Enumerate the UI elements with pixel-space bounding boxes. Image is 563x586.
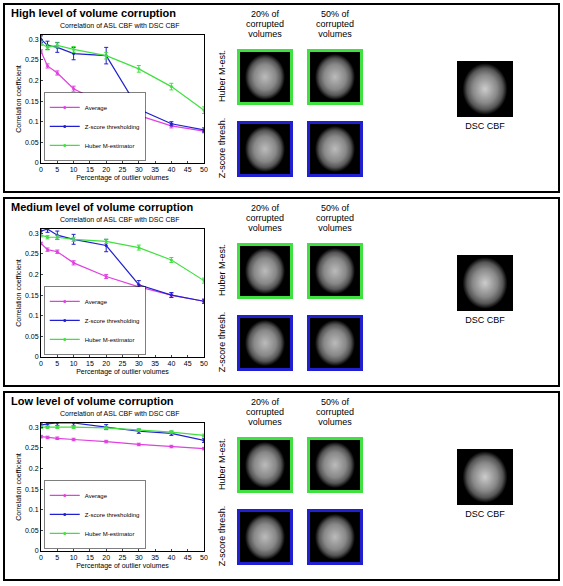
svg-text:25: 25 bbox=[119, 554, 127, 561]
svg-text:30: 30 bbox=[135, 360, 143, 367]
html-text:High level of volume corruptio: High level of volume corruption bbox=[11, 7, 176, 19]
svg-text:Correlation of ASL CBF with DS: Correlation of ASL CBF with DSC CBF bbox=[60, 216, 180, 223]
svg-text:0: 0 bbox=[35, 353, 39, 360]
svg-text:20: 20 bbox=[102, 554, 110, 561]
svg-text:Correlation of ASL CBF with DS: Correlation of ASL CBF with DSC CBF bbox=[60, 410, 180, 417]
svg-text:30: 30 bbox=[135, 166, 143, 173]
svg-text:0.2: 0.2 bbox=[29, 465, 39, 472]
svg-text:Correlation of ASL CBF with DS: Correlation of ASL CBF with DSC CBF bbox=[60, 22, 180, 29]
svg-text:0.05: 0.05 bbox=[25, 333, 39, 340]
svg-text:Average: Average bbox=[85, 493, 108, 499]
svg-text:0.25: 0.25 bbox=[25, 56, 39, 63]
svg-text:0: 0 bbox=[39, 554, 43, 561]
svg-text:25: 25 bbox=[119, 360, 127, 367]
svg-text:Percentage of outlier volumes: Percentage of outlier volumes bbox=[76, 174, 169, 182]
html-text:DSC CBF: DSC CBF bbox=[465, 315, 505, 325]
svg-text:20: 20 bbox=[102, 166, 110, 173]
svg-text:5: 5 bbox=[55, 360, 59, 367]
svg-text:15: 15 bbox=[86, 554, 94, 561]
svg-text:Huber M-estimator: Huber M-estimator bbox=[85, 143, 135, 149]
html-text:Huber M-est.: Huber M-est. bbox=[217, 50, 227, 102]
html-text:Medium level of volume corrupt: Medium level of volume corruption bbox=[11, 201, 194, 213]
svg-text:50: 50 bbox=[200, 360, 208, 367]
svg-text:10: 10 bbox=[70, 554, 78, 561]
svg-text:Huber M-estimator: Huber M-estimator bbox=[85, 337, 135, 343]
svg-text:0: 0 bbox=[35, 159, 39, 166]
svg-text:35: 35 bbox=[151, 166, 159, 173]
svg-text:35: 35 bbox=[151, 554, 159, 561]
svg-text:40: 40 bbox=[168, 360, 176, 367]
svg-text:45: 45 bbox=[184, 166, 192, 173]
svg-text:50: 50 bbox=[200, 166, 208, 173]
html-text:20% of corrupted volumes: 20% of corrupted volumes bbox=[246, 397, 284, 427]
svg-text:0: 0 bbox=[35, 547, 39, 554]
html-text:DSC CBF: DSC CBF bbox=[465, 121, 505, 131]
svg-text:25: 25 bbox=[119, 166, 127, 173]
html-text:50% of corrupted volumes: 50% of corrupted volumes bbox=[316, 397, 354, 427]
svg-text:0.1: 0.1 bbox=[29, 118, 39, 125]
svg-text:0: 0 bbox=[39, 360, 43, 367]
svg-text:Z-score thresholding: Z-score thresholding bbox=[85, 124, 140, 130]
svg-text:5: 5 bbox=[55, 166, 59, 173]
html-text:Low level of volume corruption: Low level of volume corruption bbox=[11, 395, 174, 407]
svg-text:0.15: 0.15 bbox=[25, 486, 39, 493]
html-text:Z-score thresh.: Z-score thresh. bbox=[217, 311, 227, 373]
html-text:50% of corrupted volumes: 50% of corrupted volumes bbox=[316, 9, 354, 39]
svg-text:Correlation coefficient: Correlation coefficient bbox=[15, 259, 22, 327]
html-text:Huber M-est.: Huber M-est. bbox=[217, 438, 227, 490]
svg-text:10: 10 bbox=[70, 360, 78, 367]
svg-text:20: 20 bbox=[102, 360, 110, 367]
html-text:Huber M-est.: Huber M-est. bbox=[217, 244, 227, 296]
svg-text:Z-score thresholding: Z-score thresholding bbox=[85, 512, 140, 518]
svg-text:40: 40 bbox=[168, 166, 176, 173]
svg-text:0.3: 0.3 bbox=[29, 230, 39, 237]
html-text:Z-score thresh.: Z-score thresh. bbox=[217, 117, 227, 179]
svg-text:0.3: 0.3 bbox=[29, 36, 39, 43]
html-text:20% of corrupted volumes: 20% of corrupted volumes bbox=[246, 203, 284, 233]
svg-text:0.2: 0.2 bbox=[29, 271, 39, 278]
html-text:20% of corrupted volumes: 20% of corrupted volumes bbox=[246, 9, 284, 39]
svg-text:Percentage of outlier volumes: Percentage of outlier volumes bbox=[76, 368, 169, 376]
svg-text:Average: Average bbox=[85, 299, 108, 305]
svg-text:Huber M-estimator: Huber M-estimator bbox=[85, 531, 135, 537]
svg-text:Z-score thresholding: Z-score thresholding bbox=[85, 318, 140, 324]
svg-text:0: 0 bbox=[39, 166, 43, 173]
html-text:50% of corrupted volumes: 50% of corrupted volumes bbox=[316, 203, 354, 233]
svg-text:0.05: 0.05 bbox=[25, 139, 39, 146]
svg-text:10: 10 bbox=[70, 166, 78, 173]
svg-text:0.15: 0.15 bbox=[25, 292, 39, 299]
svg-text:50: 50 bbox=[200, 554, 208, 561]
svg-text:0.05: 0.05 bbox=[25, 527, 39, 534]
svg-text:0.3: 0.3 bbox=[29, 424, 39, 431]
html-text:DSC CBF: DSC CBF bbox=[465, 509, 505, 519]
svg-text:0.25: 0.25 bbox=[25, 250, 39, 257]
svg-text:Percentage of outlier volumes: Percentage of outlier volumes bbox=[76, 562, 169, 570]
svg-text:5: 5 bbox=[55, 554, 59, 561]
svg-text:15: 15 bbox=[86, 360, 94, 367]
svg-text:0.25: 0.25 bbox=[25, 444, 39, 451]
html-text:Z-score thresh.: Z-score thresh. bbox=[217, 505, 227, 567]
svg-text:Correlation coefficient: Correlation coefficient bbox=[15, 65, 22, 133]
svg-text:15: 15 bbox=[86, 166, 94, 173]
svg-text:Average: Average bbox=[85, 105, 108, 111]
svg-text:0.1: 0.1 bbox=[29, 312, 39, 319]
svg-text:Correlation coefficient: Correlation coefficient bbox=[15, 453, 22, 521]
svg-text:0.2: 0.2 bbox=[29, 77, 39, 84]
svg-text:45: 45 bbox=[184, 360, 192, 367]
svg-text:45: 45 bbox=[184, 554, 192, 561]
svg-text:40: 40 bbox=[168, 554, 176, 561]
svg-text:35: 35 bbox=[151, 360, 159, 367]
svg-text:30: 30 bbox=[135, 554, 143, 561]
svg-text:0.1: 0.1 bbox=[29, 506, 39, 513]
svg-text:0.15: 0.15 bbox=[25, 98, 39, 105]
